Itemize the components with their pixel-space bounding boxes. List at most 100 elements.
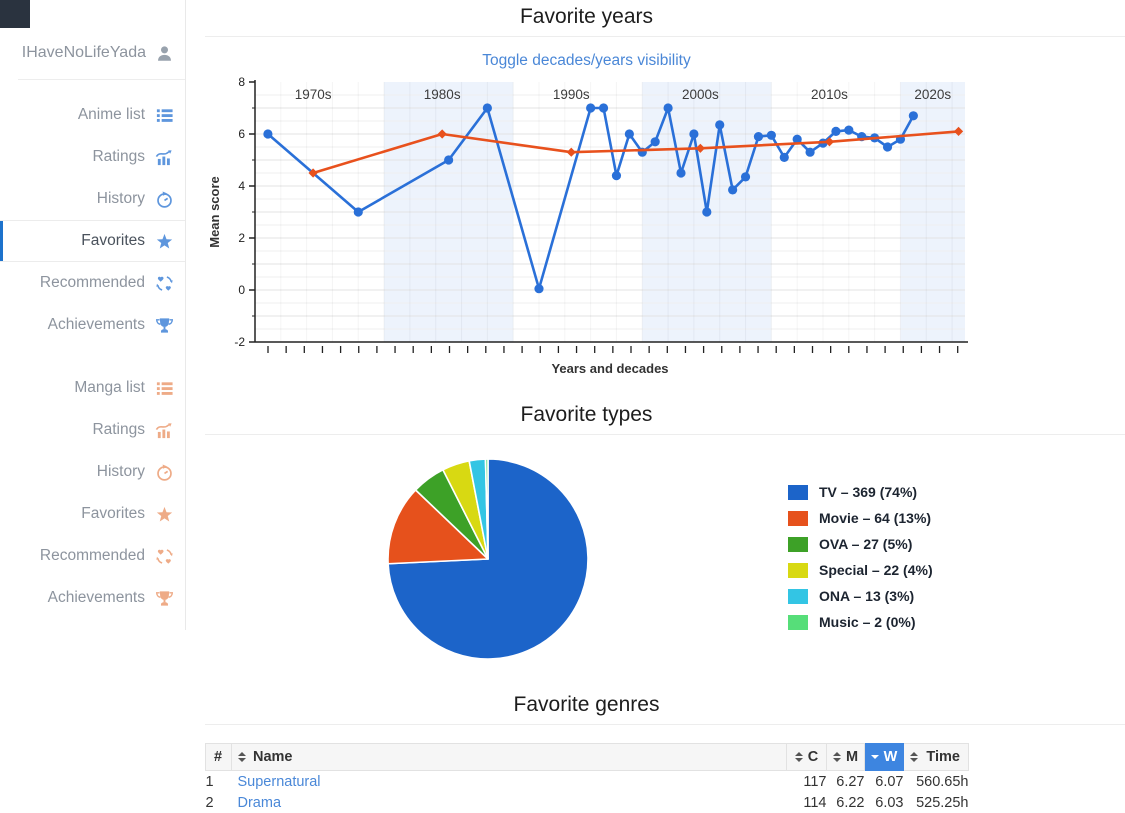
ratings-icon: [155, 421, 174, 440]
legend-swatch: [788, 588, 808, 604]
svg-text:0: 0: [238, 283, 245, 297]
legend-swatch: [788, 536, 808, 552]
cell-name: Supernatural: [232, 771, 787, 793]
sidebar-item-label: Ratings: [92, 421, 145, 438]
cell-c: 114: [803, 794, 827, 811]
sidebar-item-manga-achievements[interactable]: Achievements: [0, 577, 186, 619]
column-header-time[interactable]: Time: [903, 743, 969, 771]
sidebar-item-label: Favorites: [81, 505, 145, 522]
sidebar-item-label: Manga list: [74, 379, 145, 396]
star-icon: [155, 505, 174, 524]
sort-icon: [238, 752, 246, 762]
genre-link[interactable]: Drama: [237, 794, 282, 811]
username: IHaveNoLifeYada: [21, 44, 146, 61]
sidebar-item-label: Anime list: [77, 106, 145, 123]
svg-text:Years and decades: Years and decades: [551, 361, 668, 376]
title-rule: [205, 434, 1125, 435]
sidebar-item-anime-ratings[interactable]: Ratings: [0, 136, 186, 178]
sidebar-item-label: History: [96, 463, 145, 480]
svg-text:8: 8: [238, 77, 245, 89]
svg-text:1980s: 1980s: [424, 87, 461, 102]
title-rule: [205, 724, 1125, 725]
column-header-rank: #: [205, 743, 232, 771]
sidebar-item-manga-history[interactable]: History: [0, 451, 186, 493]
legend-swatch: [788, 510, 808, 526]
cell-c: 117: [803, 773, 827, 790]
sidebar-item-anime-history[interactable]: History: [0, 178, 186, 220]
column-label: #: [214, 749, 223, 765]
toggle-decades-years-link[interactable]: Toggle decades/years visibility: [482, 52, 691, 69]
legend-label: Special – 22 (4%): [819, 562, 933, 578]
legend-swatch: [788, 614, 808, 630]
history-icon: [155, 190, 174, 209]
cell-m: 6.22: [836, 794, 865, 811]
sidebar-item-label: Recommended: [39, 274, 145, 291]
sidebar-item-anime-achievements[interactable]: Achievements: [0, 304, 186, 346]
ratings-icon: [155, 148, 174, 167]
svg-text:2020s: 2020s: [914, 87, 951, 102]
toggle-row: Toggle decades/years visibility: [205, 52, 968, 72]
favorite-types-title: Favorite types: [520, 403, 653, 426]
sidebar-item-label: History: [96, 190, 145, 207]
sidebar-item-label: Achievements: [47, 316, 145, 333]
cell-w: 6.07: [875, 773, 904, 790]
genre-link[interactable]: Supernatural: [237, 773, 321, 790]
svg-text:1970s: 1970s: [295, 87, 332, 102]
column-label: C: [807, 749, 819, 765]
legend-item-ona[interactable]: ONA – 13 (3%): [788, 583, 933, 609]
svg-text:2: 2: [238, 231, 245, 245]
column-header-w[interactable]: W: [864, 743, 904, 771]
sidebar-item-manga-ratings[interactable]: Ratings: [0, 409, 186, 451]
sidebar-item-anime-favorites[interactable]: Favorites: [0, 220, 186, 262]
user-icon: [155, 44, 174, 63]
list-icon: [155, 106, 174, 125]
sort-desc-icon: [870, 755, 879, 759]
sidebar-item-manga-recommended[interactable]: Recommended: [0, 535, 186, 577]
cell-rank: 2: [205, 794, 214, 811]
table-row: 2 Drama 114 6.22 6.03 525.25h: [206, 792, 969, 813]
sidebar-item-anime-anime-list[interactable]: Anime list: [0, 94, 186, 136]
legend-item-ova[interactable]: OVA – 27 (5%): [788, 531, 933, 557]
trophy-icon: [155, 589, 174, 608]
svg-text:2010s: 2010s: [811, 87, 848, 102]
column-label: Time: [926, 749, 960, 765]
user-profile-link[interactable]: IHaveNoLifeYada: [0, 38, 186, 68]
legend-item-tv[interactable]: TV – 369 (74%): [788, 479, 933, 505]
legend-label: ONA – 13 (3%): [819, 588, 915, 604]
legend-label: OVA – 27 (5%): [819, 536, 913, 552]
sidebar-item-manga-favorites[interactable]: Favorites: [0, 493, 186, 535]
legend-item-music[interactable]: Music – 2 (0%): [788, 609, 933, 635]
sidebar-item-label: Favorites: [81, 232, 145, 249]
sidebar-item-label: Recommended: [39, 547, 145, 564]
favorite-years-chart: 8 6 4 2 0 -2 1970s 1980s 1990s 2000s 2010s 2020s Mea…: [205, 75, 968, 384]
cell-time: 525.25h: [916, 794, 969, 811]
svg-text:Mean score: Mean score: [207, 176, 222, 248]
favorite-years-title: Favorite years: [519, 5, 654, 28]
sidebar-item-anime-recommended[interactable]: Recommended: [0, 262, 186, 304]
svg-text:1990s: 1990s: [553, 87, 590, 102]
column-header-m[interactable]: M: [826, 743, 865, 771]
sidebar-item-manga-manga-list[interactable]: Manga list: [0, 367, 186, 409]
cell-rank: 1: [205, 773, 214, 790]
star-icon: [155, 232, 174, 251]
sidebar: IHaveNoLifeYada Anime list Ratings History…: [0, 0, 186, 630]
history-icon: [155, 463, 174, 482]
types-legend: TV – 369 (74%) Movie – 64 (13%) OVA – 27 (…: [788, 479, 933, 662]
legend-label: TV – 369 (74%): [819, 484, 918, 500]
column-header-c[interactable]: C: [786, 743, 827, 771]
svg-text:6: 6: [238, 127, 245, 141]
list-icon: [155, 379, 174, 398]
title-rule: [205, 36, 1125, 37]
svg-text:-2: -2: [234, 335, 245, 349]
main-content: Favorite years Toggle decades/years visi…: [205, 0, 1125, 813]
column-header-name[interactable]: Name: [231, 743, 787, 771]
column-label: W: [883, 749, 898, 765]
svg-text:2000s: 2000s: [682, 87, 719, 102]
sort-icon: [794, 752, 803, 762]
table-row: 1 Supernatural 117 6.27 6.07 560.65h: [206, 771, 969, 793]
sidebar-group-manga: Manga list Ratings History Favorites Recomme…: [0, 367, 186, 619]
legend-item-special[interactable]: Special – 22 (4%): [788, 557, 933, 583]
sort-icon: [832, 752, 841, 762]
recommended-icon: [155, 547, 174, 566]
legend-item-movie[interactable]: Movie – 64 (13%): [788, 505, 933, 531]
